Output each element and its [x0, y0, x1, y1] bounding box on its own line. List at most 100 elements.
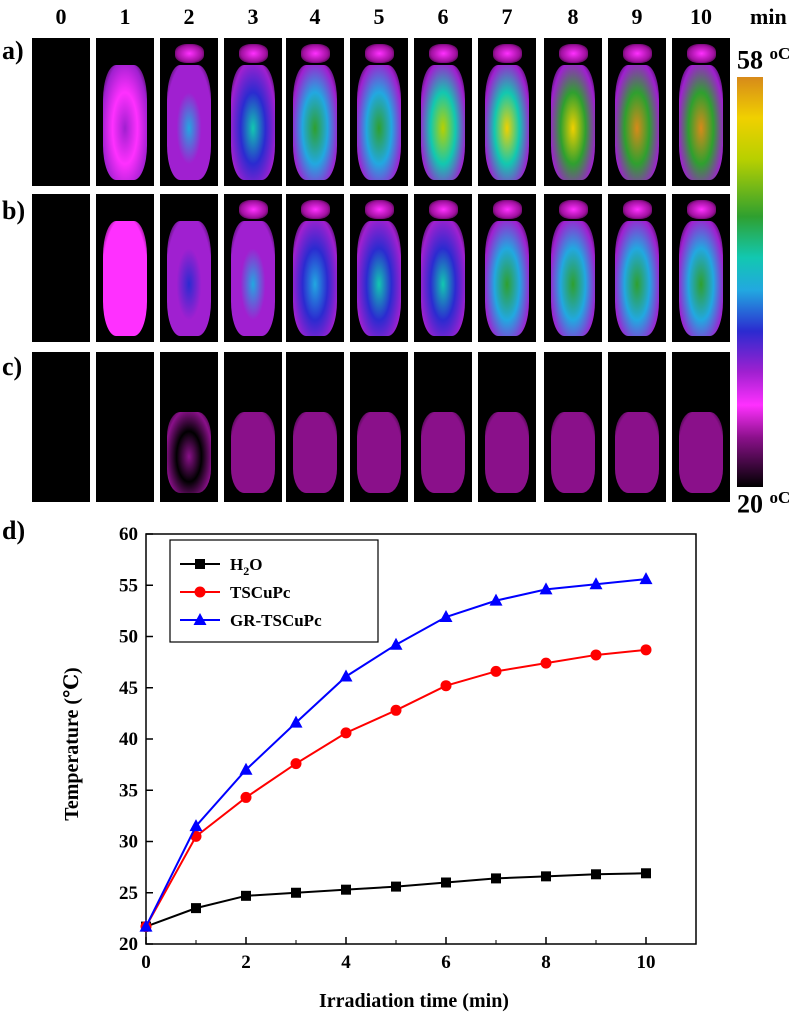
y-tick-label: 50	[119, 627, 138, 648]
legend-label: H2O	[230, 555, 262, 578]
time-label-4: 4	[309, 4, 321, 29]
data-point-GR-TSCuPc	[289, 715, 303, 728]
thermal-glow	[166, 64, 212, 181]
thermal-image-a-4	[286, 38, 344, 186]
thermal-cap	[686, 43, 716, 64]
thermal-glow	[292, 64, 338, 181]
thermal-image-a-1	[96, 38, 154, 186]
thermal-glow	[614, 220, 660, 337]
data-point-H2O	[491, 873, 501, 884]
thermal-glow	[550, 64, 596, 181]
data-point-TSCuPc	[240, 791, 252, 803]
x-tick-label: 6	[441, 952, 451, 973]
thermal-image-a-0	[32, 38, 90, 186]
thermal-cap	[558, 43, 588, 64]
thermal-image-c-0	[32, 352, 90, 502]
series-H2O	[141, 868, 651, 932]
thermal-image-c-1	[96, 352, 154, 502]
y-tick-label: 40	[119, 729, 138, 750]
data-point-H2O	[591, 869, 601, 880]
x-tick-label: 0	[141, 952, 151, 973]
thermal-image-c-5	[350, 352, 408, 502]
colorbar-max-label: 58 oC	[737, 44, 790, 76]
time-label-6: 6	[437, 4, 449, 29]
time-label-7: 7	[501, 4, 513, 29]
thermal-cap	[364, 43, 394, 64]
thermal-glow	[550, 220, 596, 337]
y-tick-label: 25	[119, 883, 138, 904]
thermal-cap	[622, 43, 652, 64]
thermal-image-b-5	[350, 194, 408, 342]
thermal-image-c-7	[478, 352, 536, 502]
thermal-image-c-9	[608, 352, 666, 502]
thermal-glow	[420, 220, 466, 337]
thermal-glow	[420, 64, 466, 181]
data-point-H2O	[341, 884, 351, 895]
thermal-image-b-9	[608, 194, 666, 342]
data-point-TSCuPc	[590, 649, 602, 661]
thermal-cap	[622, 199, 652, 220]
time-label-0: 0	[55, 4, 67, 29]
data-point-TSCuPc	[640, 644, 652, 656]
thermal-cap	[492, 199, 522, 220]
x-tick-label: 8	[541, 952, 551, 973]
thermal-cap	[300, 199, 330, 220]
thermal-cap	[428, 199, 458, 220]
thermal-image-b-4	[286, 194, 344, 342]
data-point-GR-TSCuPc	[439, 610, 453, 623]
time-label-3: 3	[247, 4, 259, 29]
legend-marker	[194, 586, 206, 598]
thermal-glow	[230, 220, 276, 337]
y-tick-label: 45	[119, 678, 138, 699]
data-point-GR-TSCuPc	[239, 762, 253, 775]
thermal-image-a-6	[414, 38, 472, 186]
data-point-TSCuPc	[440, 680, 452, 692]
thermal-cap	[428, 43, 458, 64]
y-axis-label: Temperature (℃)	[61, 667, 83, 820]
temperature-colorbar	[737, 77, 763, 487]
thermal-glow	[356, 412, 402, 493]
time-label-1: 1	[119, 4, 131, 29]
thermal-cap	[238, 199, 268, 220]
data-point-GR-TSCuPc	[389, 637, 403, 650]
thermal-glow	[614, 64, 660, 181]
thermal-cap	[174, 43, 204, 64]
thermal-image-a-3	[224, 38, 282, 186]
y-tick-label: 55	[119, 575, 138, 596]
data-point-TSCuPc	[490, 665, 502, 677]
thermal-image-a-2	[160, 38, 218, 186]
colorbar-max-unit: oC	[769, 44, 791, 63]
thermal-image-a-10	[672, 38, 730, 186]
thermal-image-b-0	[32, 194, 90, 342]
y-tick-label: 30	[119, 832, 138, 853]
colorbar-min-unit: oC	[769, 488, 791, 507]
data-point-TSCuPc	[290, 758, 302, 770]
thermal-image-b-2	[160, 194, 218, 342]
panel-label-c: c)	[2, 352, 23, 381]
data-point-GR-TSCuPc	[489, 593, 503, 606]
thermal-glow	[292, 412, 338, 493]
chart-axes: 0 2 4 6 8 10 20 25 30 35 40 45 50 55 60	[119, 524, 697, 973]
data-point-GR-TSCuPc	[339, 669, 353, 682]
x-tick-label: 4	[341, 952, 351, 973]
thermal-glow	[484, 220, 530, 337]
thermal-glow	[102, 64, 148, 181]
thermal-cap	[558, 199, 588, 220]
thermal-image-c-4	[286, 352, 344, 502]
y-tick-label: 20	[119, 934, 138, 955]
y-tick-label: 60	[119, 524, 138, 545]
colorbar-min-value: 20	[737, 489, 763, 519]
time-label-2: 2	[183, 4, 195, 29]
time-label-10: 10	[690, 4, 712, 29]
thermal-glow	[166, 220, 212, 337]
thermal-glow	[356, 64, 402, 181]
thermal-image-a-7	[478, 38, 536, 186]
thermal-glow	[678, 220, 724, 337]
thermal-image-b-1	[96, 194, 154, 342]
chart-legend: H2O TSCuPc GR-TSCuPc	[169, 539, 379, 643]
data-point-H2O	[541, 871, 551, 882]
data-point-GR-TSCuPc	[639, 572, 653, 585]
thermal-glow	[102, 220, 148, 337]
colorbar-max-value: 58	[737, 45, 763, 75]
x-tick-label: 2	[241, 952, 251, 973]
